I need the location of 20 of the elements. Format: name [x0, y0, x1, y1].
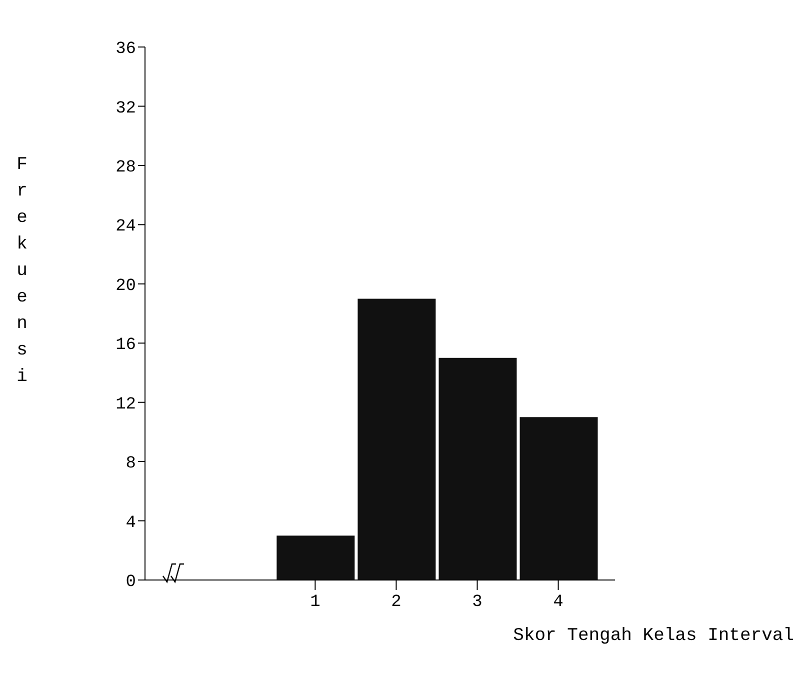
- y-tick-label: 32: [116, 99, 136, 118]
- y-tick-label: 8: [126, 454, 136, 474]
- y-tick-label: 4: [126, 514, 136, 533]
- y-tick-label: 20: [116, 276, 136, 296]
- y-tick-label: 24: [116, 218, 136, 237]
- x-tick-label: 4: [553, 593, 564, 612]
- bar: [438, 358, 517, 580]
- bar: [358, 298, 436, 580]
- y-tick-label: 36: [116, 40, 136, 60]
- y-tick-label: 16: [116, 336, 136, 356]
- bar: [276, 536, 355, 580]
- x-tick-label: 2: [391, 593, 402, 612]
- text: Frekuensi: [16, 155, 28, 387]
- y-tick-label: 28: [116, 158, 136, 178]
- bar: [520, 417, 598, 580]
- x-tick-label: 1: [310, 593, 320, 612]
- y-tick-label: 0: [126, 573, 136, 592]
- x-tick-label: 3: [472, 593, 482, 612]
- y-tick-label: 12: [116, 395, 136, 414]
- x-axis-title: Skor Tengah Kelas Interval: [513, 626, 794, 646]
